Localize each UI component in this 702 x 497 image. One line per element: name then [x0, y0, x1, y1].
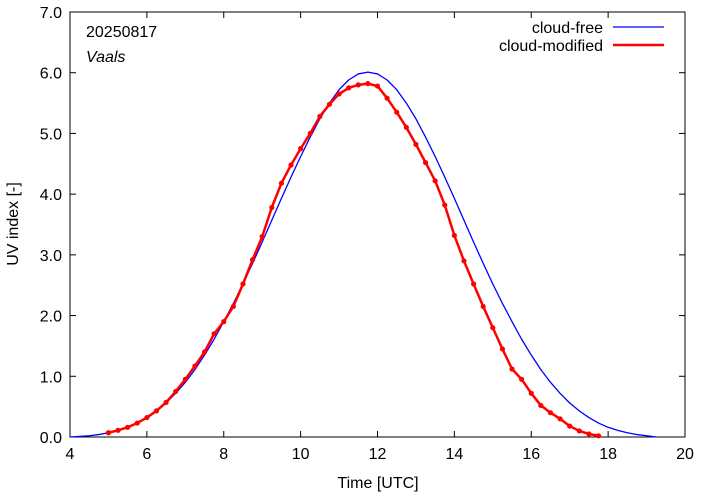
- data-point-cloud-modified: [230, 303, 236, 310]
- data-point-cloud-modified: [278, 180, 285, 186]
- data-point-cloud-modified: [384, 95, 390, 101]
- data-point-cloud-modified: [509, 366, 515, 372]
- location-annotation: Vaals: [86, 49, 125, 66]
- y-tick-label: 4.0: [40, 187, 62, 204]
- data-point-cloud-modified: [355, 82, 361, 88]
- y-tick-label: 0.0: [40, 430, 62, 447]
- axis-ticks: 4 6 8 10 12 14 16 18 20 0.0 1.0 2.0 3.0 4.0 5.0 6.0 7.0: [40, 5, 694, 463]
- data-point-cloud-modified: [413, 141, 419, 147]
- data-point-cloud-modified: [326, 101, 333, 107]
- data-point-cloud-modified: [211, 331, 217, 337]
- data-point-cloud-modified: [480, 303, 486, 310]
- data-point-cloud-modified: [470, 281, 477, 287]
- data-point-cloud-modified: [567, 423, 573, 429]
- data-point-cloud-modified: [298, 146, 304, 152]
- data-point-cloud-modified: [240, 281, 246, 287]
- data-point-cloud-modified: [461, 258, 467, 264]
- data-point-cloud-modified: [499, 346, 506, 352]
- data-point-cloud-modified: [307, 130, 313, 137]
- data-point-cloud-modified: [586, 431, 592, 437]
- x-tick-label: 18: [599, 446, 617, 463]
- data-point-cloud-modified: [317, 113, 323, 120]
- x-tick-label: 14: [445, 446, 463, 463]
- data-point-cloud-modified: [538, 402, 544, 409]
- data-point-cloud-modified: [288, 162, 294, 168]
- y-tick-label: 6.0: [40, 66, 62, 83]
- y-tick-label: 3.0: [40, 248, 62, 265]
- date-annotation: 20250817: [86, 24, 157, 41]
- data-point-cloud-modified: [394, 109, 400, 115]
- data-point-cloud-modified: [519, 376, 525, 382]
- data-point-cloud-modified: [595, 433, 602, 439]
- data-point-cloud-modified: [528, 390, 534, 396]
- data-point-cloud-modified: [336, 91, 342, 97]
- data-point-cloud-modified: [105, 430, 112, 436]
- data-point-cloud-modified: [249, 257, 256, 263]
- x-axis-label: Time [UTC]: [337, 475, 418, 492]
- data-point-cloud-modified: [163, 399, 169, 405]
- data-point-cloud-modified: [422, 159, 429, 166]
- y-tick-label: 1.0: [40, 369, 62, 386]
- data-point-cloud-modified: [125, 424, 131, 430]
- data-point-cloud-modified: [451, 232, 457, 239]
- x-tick-label: 8: [219, 446, 228, 463]
- y-tick-label: 7.0: [40, 5, 62, 22]
- data-point-cloud-modified: [346, 85, 352, 91]
- x-tick-label: 4: [66, 446, 75, 463]
- series-layer: [69, 71, 657, 439]
- plot-frame: [69, 11, 686, 438]
- series-line-cloud-modified: [108, 82, 599, 438]
- data-point-cloud-modified: [557, 416, 563, 422]
- data-point-cloud-modified: [221, 319, 227, 325]
- x-tick-label: 6: [142, 446, 151, 463]
- series-line-cloud-free: [69, 71, 657, 438]
- data-point-cloud-modified: [442, 202, 448, 208]
- legend-label-cloud-free: cloud-free: [532, 20, 603, 37]
- x-tick-label: 12: [369, 446, 387, 463]
- data-point-cloud-modified: [134, 420, 140, 426]
- data-point-cloud-modified: [432, 178, 438, 184]
- x-tick-label: 10: [292, 446, 310, 463]
- data-point-cloud-modified: [374, 83, 381, 89]
- x-tick-label: 16: [522, 446, 540, 463]
- data-point-cloud-modified: [201, 349, 208, 355]
- data-point-cloud-modified: [547, 410, 554, 416]
- x-tick-label: 20: [676, 446, 694, 463]
- data-point-cloud-modified: [365, 81, 371, 87]
- data-point-cloud-modified: [576, 428, 582, 434]
- data-point-cloud-modified: [153, 408, 160, 414]
- data-point-cloud-modified: [182, 376, 188, 382]
- legend: cloud-free cloud-modified: [499, 20, 664, 55]
- data-point-cloud-modified: [173, 388, 179, 395]
- data-point-cloud-modified: [192, 363, 198, 369]
- y-axis-label: UV index [-]: [5, 182, 22, 266]
- legend-label-cloud-modified: cloud-modified: [499, 38, 603, 55]
- data-point-cloud-modified: [403, 124, 409, 130]
- y-tick-label: 2.0: [40, 309, 62, 326]
- data-point-cloud-modified: [490, 325, 496, 331]
- data-point-cloud-modified: [115, 427, 121, 433]
- data-point-cloud-modified: [259, 234, 265, 240]
- data-point-cloud-modified: [269, 204, 275, 211]
- data-point-cloud-modified: [144, 414, 150, 421]
- y-tick-label: 5.0: [40, 126, 62, 143]
